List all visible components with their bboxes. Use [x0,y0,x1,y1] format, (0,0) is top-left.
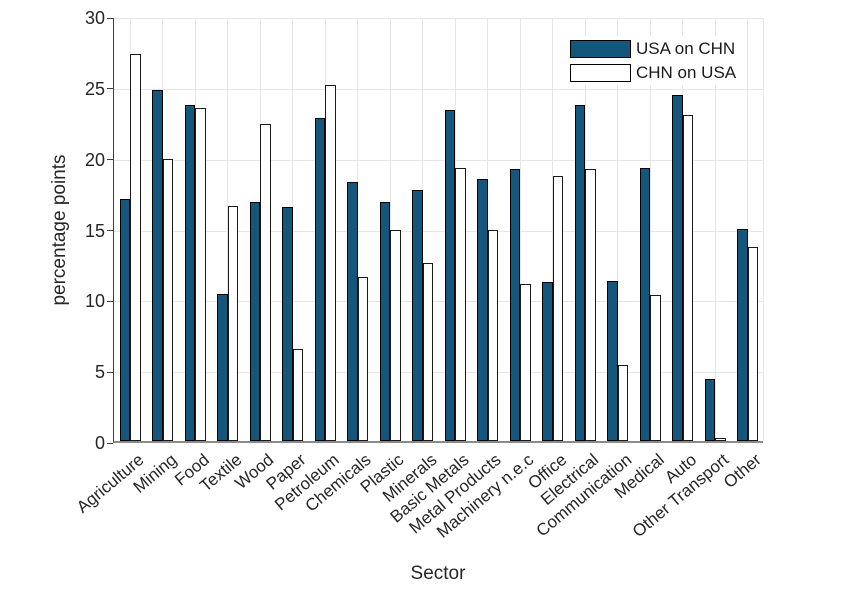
bar-chn-on-usa [422,262,434,441]
y-tick-mark [107,371,113,373]
bar-usa-on-chn [152,89,163,441]
legend-entry-usa-on-chn: USA on CHN [570,39,736,58]
bar-chn-on-usa [390,229,401,441]
horizontal-gridline [114,159,763,161]
bar-usa-on-chn [379,201,391,441]
bar-chn-on-usa [552,176,564,441]
legend-entry-chn-on-usa: CHN on USA [570,63,736,82]
y-tick-mark [107,159,113,161]
bar-usa-on-chn [737,228,748,441]
bar-chn-on-usa [650,295,661,441]
y-tick-mark [107,17,113,19]
bar-usa-on-chn [412,190,423,441]
vertical-gridline [422,18,424,441]
bar-usa-on-chn [184,105,196,441]
bar-chn-on-usa [455,167,466,441]
bar-usa-on-chn [119,198,131,441]
vertical-gridline [747,18,749,441]
x-axis-label: Sector [410,563,466,584]
y-tick-label: 20 [84,149,105,170]
x-tick-label: Other [720,450,765,492]
bar-chn-on-usa [195,108,206,441]
bar-chn-on-usa [747,246,759,441]
bar-chn-on-usa [325,85,336,441]
y-tick-mark [107,300,113,302]
y-tick-label: 25 [84,78,105,99]
bar-chn-on-usa [260,123,271,441]
bar-usa-on-chn [607,280,618,441]
y-tick-label: 15 [84,220,105,241]
bar-usa-on-chn [347,181,358,441]
bar-usa-on-chn [574,105,586,441]
plot-area [113,18,764,443]
legend: USA on CHN CHN on USA [568,36,741,85]
bar-chn-on-usa [357,276,369,441]
bar-chn-on-usa [520,283,531,441]
horizontal-gridline [114,18,763,19]
bar-usa-on-chn [509,169,521,441]
y-tick-mark [107,442,113,444]
bar-chn-on-usa [617,364,629,441]
legend-swatch-usa-on-chn [570,39,631,58]
bar-usa-on-chn [217,293,228,441]
bar-chn-on-usa [715,438,726,441]
legend-label-chn-on-usa: CHN on USA [636,62,737,82]
bar-chn-on-usa [162,159,174,441]
horizontal-gridline [114,230,763,232]
horizontal-gridline [114,301,763,303]
vertical-gridline [389,18,391,441]
y-tick-label: 30 [84,8,105,28]
vertical-gridline [617,18,619,441]
horizontal-gridline [114,372,763,374]
vertical-gridline [519,18,521,441]
plot-right-edge [763,18,764,441]
bar-chn-on-usa [487,229,499,441]
bar-chn-on-usa [585,169,596,441]
horizontal-gridline [114,88,763,90]
y-tick-label: 10 [84,291,105,312]
bar-usa-on-chn [672,95,683,441]
legend-label-usa-on-chn: USA on CHN [636,38,736,58]
bar-usa-on-chn [249,201,261,441]
y-tick-mark [107,230,113,231]
y-tick-label: 5 [94,362,105,383]
y-tick-mark [107,88,113,90]
vertical-gridline [714,18,716,441]
vertical-gridline [292,18,294,441]
bar-usa-on-chn [314,118,326,441]
bar-usa-on-chn [444,109,456,441]
bar-chn-on-usa [227,205,239,441]
bar-usa-on-chn [639,167,651,441]
vertical-gridline [357,18,359,441]
y-tick-label: 0 [94,433,105,453]
bar-chn-on-usa [292,348,304,441]
bar-usa-on-chn [477,178,488,441]
legend-swatch-chn-on-usa [570,63,631,82]
bar-chn-on-usa [682,115,694,441]
vertical-gridline [487,18,489,441]
vertical-gridline [649,18,651,441]
bar-usa-on-chn [704,378,716,441]
bar-usa-on-chn [542,282,553,441]
bar-chn-on-usa [130,54,141,441]
bar-usa-on-chn [282,207,293,441]
